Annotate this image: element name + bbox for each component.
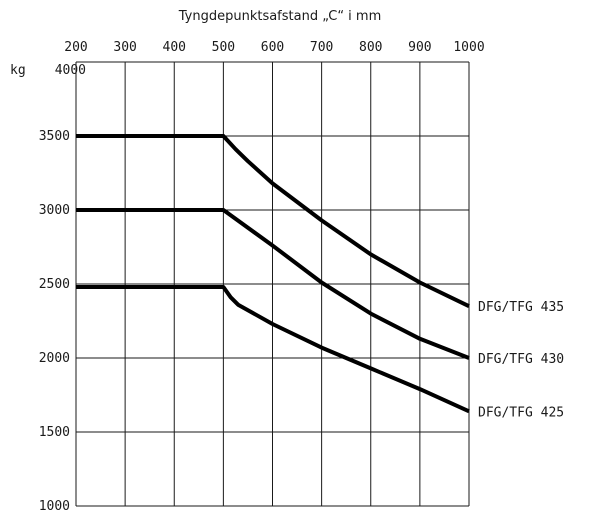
x-tick-label: 300: [113, 40, 136, 55]
y-tick-labels: 1000 1500 2000 2500 3000 3500 4000: [39, 63, 86, 514]
series-line-0: [76, 134, 470, 309]
y-tick-label: 2000: [39, 351, 70, 366]
series-line-1: [76, 208, 470, 360]
x-tick-label: 200: [64, 40, 87, 55]
x-tick-label: 500: [212, 40, 235, 55]
series-labels: DFG/TFG 435 DFG/TFG 430 DFG/TFG 425: [478, 300, 564, 420]
x-tick-label: 600: [261, 40, 284, 55]
x-tick-label: 400: [163, 40, 186, 55]
series-label: DFG/TFG 425: [478, 405, 564, 420]
chart-title: Tyngdepunktsafstand „C“ i mm: [178, 9, 382, 24]
x-tick-labels: 200 300 400 500 600 700 800 900 1000: [64, 40, 484, 55]
y-tick-label: 3500: [39, 129, 70, 144]
series-lines: [76, 134, 470, 414]
series-label: DFG/TFG 435: [478, 300, 564, 315]
x-tick-label: 900: [408, 40, 431, 55]
y-tick-label: 4000: [55, 63, 86, 78]
x-tick-label: 1000: [453, 40, 484, 55]
y-tick-label: 1500: [39, 425, 70, 440]
grid: [75, 61, 470, 507]
y-tick-label: 3000: [39, 203, 70, 218]
series-label: DFG/TFG 430: [478, 352, 564, 367]
y-tick-label: 1000: [39, 499, 70, 514]
y-tick-label: 2500: [39, 277, 70, 292]
y-axis-label: kg: [10, 63, 26, 78]
x-tick-label: 800: [359, 40, 382, 55]
series-line-2: [76, 285, 470, 414]
x-tick-label: 700: [310, 40, 333, 55]
